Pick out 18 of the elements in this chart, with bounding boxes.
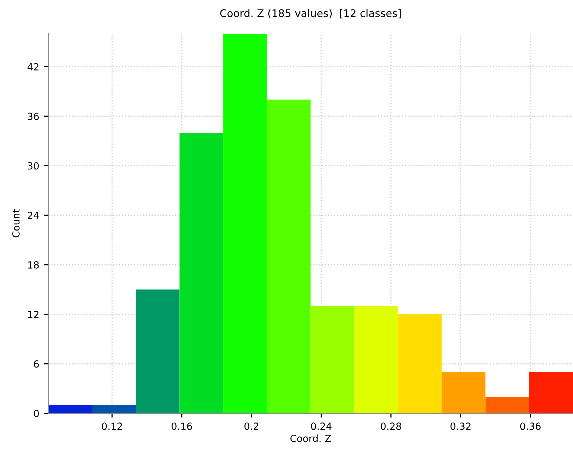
x-tick-label: 0.24 bbox=[311, 422, 332, 430]
x-tick-label: 0.28 bbox=[381, 422, 402, 430]
y-tick-label: 30 bbox=[28, 162, 40, 170]
y-tick-label: 42 bbox=[28, 63, 39, 71]
y-axis-title: Count bbox=[12, 210, 20, 238]
y-tick-label: 6 bbox=[34, 360, 40, 368]
y-tick-label: 12 bbox=[28, 311, 39, 318]
y-tick-label: 18 bbox=[28, 261, 40, 269]
y-tick-label: 0 bbox=[34, 410, 40, 418]
x-tick-label: 0.32 bbox=[450, 422, 471, 430]
y-tick-label: 24 bbox=[28, 212, 40, 220]
y-tick-label: 36 bbox=[28, 112, 40, 120]
x-tick-label: 0.36 bbox=[520, 422, 541, 430]
x-tick-label: 0.16 bbox=[172, 422, 192, 430]
chart-title: Coord. Z (185 values) [12 classes] bbox=[220, 9, 401, 19]
x-tick-label: 0.2 bbox=[244, 422, 259, 430]
x-tick-label: 0.12 bbox=[102, 422, 122, 430]
x-axis-title: Coord. Z bbox=[290, 434, 332, 442]
